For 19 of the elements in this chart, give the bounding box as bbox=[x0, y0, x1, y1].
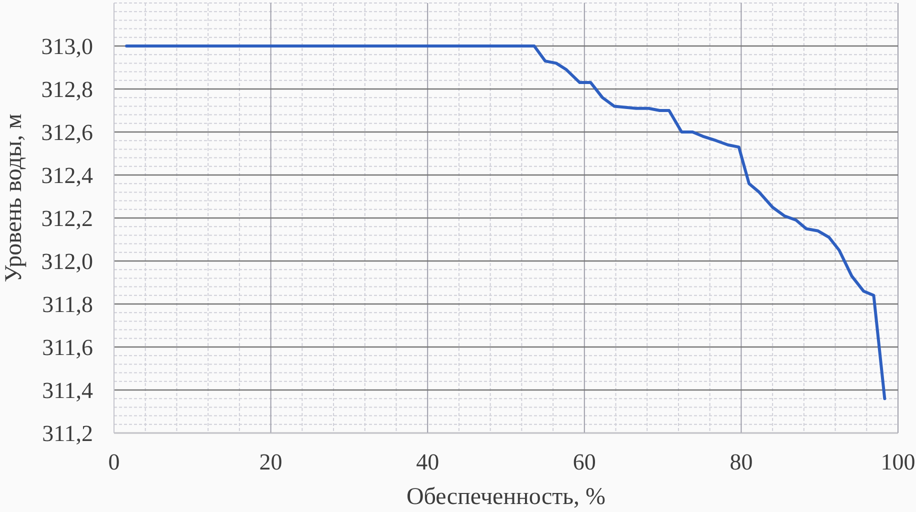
y-tick-label: 311,2 bbox=[42, 421, 93, 446]
x-tick-label: 40 bbox=[416, 449, 440, 474]
x-tick-label: 0 bbox=[108, 449, 120, 474]
y-tick-label: 311,6 bbox=[42, 335, 93, 360]
y-tick-label: 311,4 bbox=[42, 378, 94, 404]
y-tick-label: 311,8 bbox=[42, 292, 93, 318]
x-tick-label: 60 bbox=[572, 449, 596, 474]
x-tick-label: 20 bbox=[259, 449, 282, 474]
x-tick-label: 80 bbox=[730, 449, 753, 474]
y-tick-label: 312,4 bbox=[41, 163, 94, 188]
y-tick-label: 312,0 bbox=[41, 249, 93, 274]
line-series bbox=[125, 44, 886, 400]
x-tick-label: 100 bbox=[880, 449, 916, 474]
x-axis-title: Обеспеченность, % bbox=[406, 484, 606, 510]
y-tick-label: 313,0 bbox=[41, 34, 93, 60]
y-axis-title: Уровень воды, м bbox=[1, 114, 27, 282]
y-tick-label: 312,6 bbox=[41, 120, 93, 146]
y-tick-label: 312,2 bbox=[41, 206, 93, 232]
y-tick-label: 312,8 bbox=[41, 77, 93, 102]
